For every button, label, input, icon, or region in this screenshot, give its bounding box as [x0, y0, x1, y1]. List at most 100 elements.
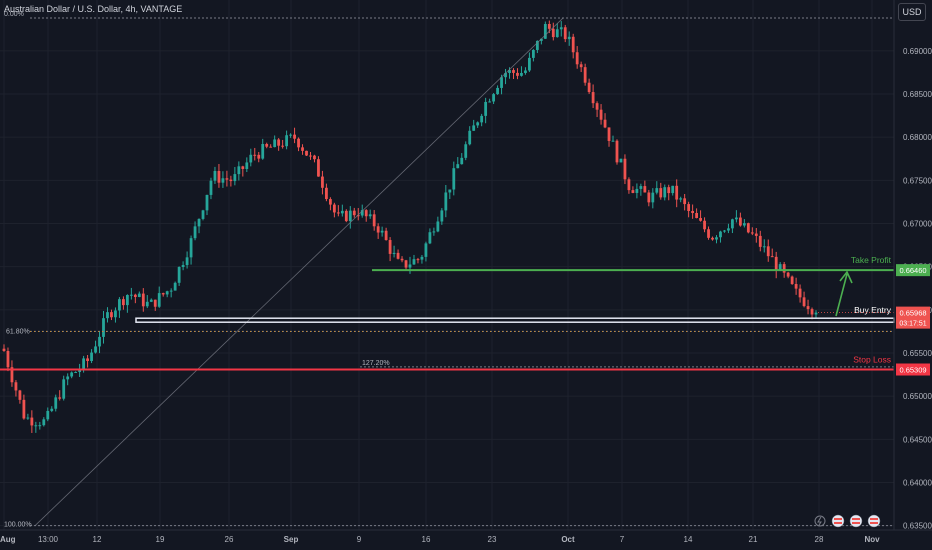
- candle-body: [392, 252, 396, 254]
- take-profit-label: Take Profit: [851, 255, 892, 265]
- candle-body: [340, 210, 344, 214]
- candle-body: [703, 220, 706, 230]
- take-profit-price-tag: [896, 264, 930, 277]
- candle-body: [675, 185, 679, 200]
- candle-body: [659, 188, 663, 198]
- candle-body: [492, 94, 495, 102]
- candle-body: [786, 272, 790, 277]
- candle-body: [512, 70, 515, 73]
- candle-body: [201, 210, 205, 219]
- y-tick-label: 0.68500: [903, 90, 932, 99]
- candle-body: [285, 135, 289, 147]
- candle-body: [197, 218, 201, 227]
- candle-body: [524, 70, 527, 73]
- flag-icon: [849, 514, 863, 528]
- candle-body: [472, 125, 476, 131]
- candle-body: [488, 101, 492, 103]
- candle-body: [241, 166, 245, 169]
- candle-body: [520, 72, 523, 76]
- flag-icon: [831, 514, 845, 528]
- take-profit-price: 0.66460: [899, 266, 926, 275]
- candle-body: [336, 212, 340, 214]
- x-tick-label: 16: [422, 535, 431, 544]
- candle-body: [731, 219, 734, 229]
- candle-body: [774, 256, 778, 271]
- candle-body: [758, 235, 762, 247]
- candle-body: [571, 36, 575, 53]
- candle-body: [715, 237, 718, 240]
- flag-stripe: [852, 518, 860, 520]
- currency-button[interactable]: USD: [898, 3, 926, 21]
- symbol-title: Australian Dollar / U.S. Dollar, 4h, VAN…: [4, 4, 183, 14]
- candle-body: [695, 213, 698, 219]
- candle-body: [137, 293, 141, 298]
- candle-body: [476, 122, 480, 126]
- toolbar-icons[interactable]: [814, 514, 881, 528]
- candle-body: [806, 306, 810, 310]
- candle-body: [122, 299, 125, 306]
- flag-stripe: [834, 522, 842, 524]
- candle-body: [416, 259, 420, 261]
- candle-body: [567, 36, 571, 40]
- candle-body: [293, 134, 296, 139]
- candle-body: [281, 145, 285, 147]
- candle-body: [372, 214, 376, 227]
- x-tick-label: 9: [357, 535, 362, 544]
- candle-body: [643, 186, 647, 193]
- y-tick-label: 0.69000: [903, 47, 932, 56]
- x-tick-label: Aug: [0, 535, 16, 544]
- flag-icon: [867, 514, 881, 528]
- candle-body: [380, 230, 384, 233]
- candle-body: [42, 419, 46, 426]
- current-price: 0.65968: [899, 309, 926, 318]
- candle-body: [615, 140, 619, 163]
- candle-body: [141, 293, 145, 307]
- fib-level-label: 127.20%: [362, 360, 390, 367]
- candle-body: [22, 399, 26, 419]
- x-tick-label: 26: [225, 535, 234, 544]
- candle-body: [814, 312, 818, 315]
- candle-body: [360, 210, 364, 216]
- candle-body: [58, 397, 62, 399]
- candle-body: [563, 27, 567, 40]
- candle-body: [798, 288, 802, 298]
- candle-body: [110, 312, 113, 318]
- flag-stripe: [852, 522, 860, 524]
- candle-body: [165, 291, 169, 295]
- candle-body: [169, 290, 173, 292]
- candle-body: [34, 425, 38, 427]
- candle-body: [129, 294, 133, 296]
- candle-body: [114, 310, 117, 318]
- candle-body: [352, 210, 356, 216]
- candle-body: [727, 228, 730, 231]
- candle-body: [253, 154, 257, 156]
- candle-body: [265, 143, 269, 147]
- candle-body: [273, 139, 277, 148]
- candle-body: [50, 408, 54, 411]
- candle-body: [599, 109, 603, 120]
- candle-body: [547, 24, 551, 29]
- candle-body: [663, 187, 667, 198]
- candle-body: [790, 276, 794, 284]
- candle-body: [14, 382, 18, 391]
- flag-stripe: [870, 518, 878, 520]
- candle-body: [802, 297, 806, 307]
- candle-body: [607, 127, 611, 141]
- x-tick-label: 7: [620, 535, 625, 544]
- candle-body: [782, 264, 786, 273]
- candle-body: [404, 260, 408, 268]
- candle-body: [205, 194, 209, 211]
- candle-body: [185, 257, 189, 266]
- candle-body: [810, 309, 814, 315]
- candle-body: [627, 179, 631, 191]
- y-tick-label: 0.67000: [903, 220, 932, 229]
- candle-body: [269, 146, 273, 148]
- candle-body: [82, 358, 85, 370]
- candle-body: [384, 230, 388, 241]
- candle-body: [508, 70, 511, 73]
- candle-body: [328, 199, 332, 205]
- x-tick-label: 19: [156, 535, 165, 544]
- candle-body: [317, 159, 320, 177]
- y-tick-label: 0.64000: [903, 479, 932, 488]
